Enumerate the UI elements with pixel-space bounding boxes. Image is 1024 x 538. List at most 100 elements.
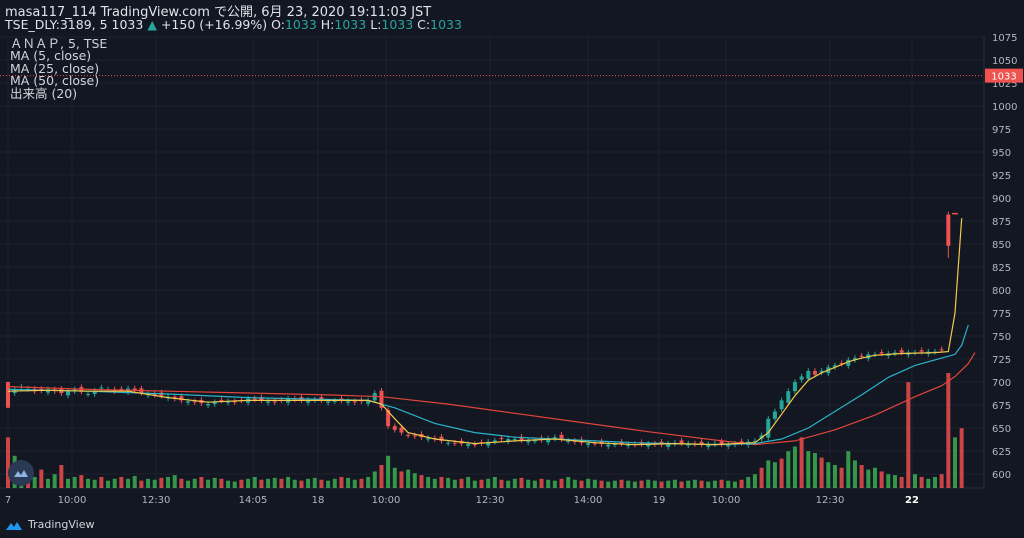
volume-bar xyxy=(499,479,504,488)
candle-body xyxy=(799,376,804,380)
volume-bar xyxy=(179,478,184,488)
candle-body xyxy=(266,401,271,403)
candle-body xyxy=(492,440,497,442)
x-tick-label: 12:30 xyxy=(142,495,171,506)
y-tick-label: 1000 xyxy=(992,102,1017,113)
y-tick-label: 975 xyxy=(992,125,1011,136)
legend-ma25[interactable]: MA (25, close) xyxy=(10,60,100,76)
volume-bar xyxy=(139,480,144,488)
candle-body xyxy=(346,401,351,403)
ma25-line xyxy=(7,324,969,446)
volume-bar xyxy=(692,479,697,488)
candle-body xyxy=(626,444,631,446)
candle-body xyxy=(939,349,944,351)
candle-body xyxy=(72,389,77,392)
tv-avatar-button[interactable] xyxy=(8,460,34,486)
volume-bar xyxy=(352,479,357,488)
legend-ma5[interactable]: MA (5, close) xyxy=(10,48,92,64)
volume-bar xyxy=(79,475,84,488)
volume-bar xyxy=(266,478,271,488)
candle-body xyxy=(252,398,257,400)
y-tick-label: 825 xyxy=(992,263,1011,274)
volume-bar xyxy=(426,476,431,488)
y-tick-label: 600 xyxy=(992,470,1011,481)
price-chart[interactable]: 600 625 650 675 700 725 750 775 800 825 850 875 900 9… xyxy=(0,0,1024,514)
volume-bar xyxy=(186,480,191,488)
chart-header: masa117_114 TradingView.com で公開, 6月 23, … xyxy=(0,0,1024,36)
volume-bar xyxy=(906,382,911,488)
volume-bar xyxy=(326,480,331,488)
ohlc-readout: TSE_DLY:3189, 5 1033 ▲ +150 (+16.99%) O:… xyxy=(5,17,462,32)
volume-bar xyxy=(679,481,684,488)
candle-body xyxy=(379,390,384,408)
volume-bar xyxy=(846,451,851,488)
volume-bar xyxy=(512,478,517,488)
volume-bar xyxy=(539,478,544,488)
candle-body xyxy=(606,444,611,447)
candle-body xyxy=(839,363,844,365)
candle-body xyxy=(272,401,277,403)
candle-body xyxy=(446,442,451,444)
legend-volume[interactable]: 出来高 (20) xyxy=(10,85,78,101)
volume-bar xyxy=(112,478,117,488)
tradingview-logo[interactable]: TradingView xyxy=(4,518,94,531)
volume-bar xyxy=(152,479,157,488)
candle-body xyxy=(899,350,904,353)
volume-bar xyxy=(572,479,577,488)
volume-bar xyxy=(932,476,937,488)
cloud-icon xyxy=(14,470,28,477)
volume-bar xyxy=(792,446,797,488)
candle-body xyxy=(819,370,824,373)
y-tick-label: 725 xyxy=(992,355,1011,366)
volume-bar xyxy=(819,457,824,488)
volume-bar xyxy=(506,480,511,488)
candle-body xyxy=(792,382,797,392)
volume-bar xyxy=(739,479,744,488)
volume-bar xyxy=(192,478,197,488)
volume-bar xyxy=(446,477,451,488)
candle-body xyxy=(919,350,924,352)
volume-bar xyxy=(646,479,651,488)
low-value: 1033 xyxy=(381,17,414,32)
volume-bar xyxy=(579,480,584,488)
candle-body xyxy=(546,438,551,443)
candle-body xyxy=(472,444,477,446)
legend-ma50[interactable]: MA (50, close) xyxy=(10,73,100,89)
volume-bar xyxy=(926,478,931,488)
volume-bar xyxy=(766,460,771,488)
volume-bar xyxy=(612,480,617,488)
volume-bar xyxy=(586,478,591,488)
x-tick-label: 19 xyxy=(653,495,666,506)
candle-body xyxy=(852,358,857,360)
volume-bar xyxy=(666,480,671,488)
candle-body xyxy=(619,441,624,444)
volume-bar xyxy=(32,476,37,488)
volume-bar xyxy=(246,478,251,488)
x-tick-label: 22 xyxy=(905,495,919,506)
candle-body xyxy=(219,399,224,401)
volume-bar xyxy=(339,476,344,488)
candle-body xyxy=(526,440,531,443)
symbol-label: TSE_DLY:3189, 5 xyxy=(5,17,108,32)
candle-body xyxy=(679,440,684,444)
candle-body xyxy=(812,370,817,375)
volume-bar xyxy=(652,480,657,488)
candle-body xyxy=(846,359,851,366)
legend-series-title[interactable]: ＡＮＡＰ, 5, TSE xyxy=(10,36,108,51)
volume-bar xyxy=(286,476,291,488)
volume-bar xyxy=(626,480,631,488)
volume-bar xyxy=(399,471,404,488)
candle-body xyxy=(766,418,771,438)
volume-bar xyxy=(39,469,44,488)
candle-body xyxy=(172,396,177,399)
volume-bar xyxy=(606,481,611,488)
y-tick-label: 1050 xyxy=(992,56,1017,67)
candle-body xyxy=(332,400,337,402)
volume-bar xyxy=(486,478,491,488)
volume-bar xyxy=(959,428,964,488)
volume-bar xyxy=(799,437,804,488)
ma5-line xyxy=(7,218,963,446)
y-tick-label: 900 xyxy=(992,194,1011,205)
volume-bar xyxy=(659,481,664,488)
volume-bar xyxy=(99,476,104,488)
